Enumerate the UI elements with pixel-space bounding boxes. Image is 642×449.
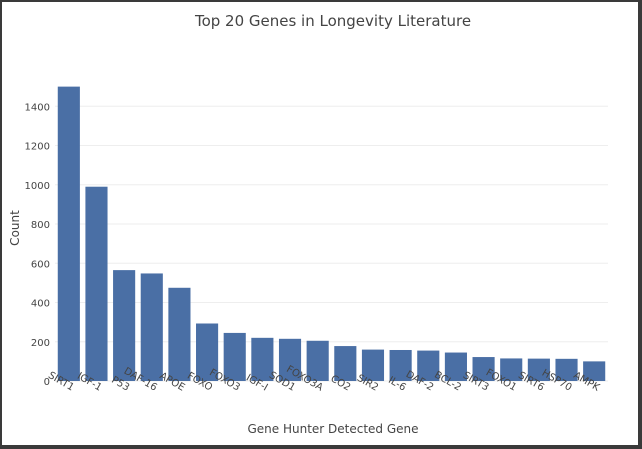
bar-sirt6 — [527, 358, 550, 381]
bar-igf-i — [251, 337, 274, 381]
chart-title: Top 20 Genes in Longevity Literature — [194, 12, 471, 30]
bar-foxo1 — [500, 358, 523, 381]
y-axis-ticks: 0 200 400 600 800 1000 1200 1400 — [25, 102, 50, 388]
bar-p53 — [113, 270, 136, 381]
y-tick-label: 800 — [31, 220, 50, 231]
y-axis-label: Count — [8, 210, 22, 246]
bar-daf-2 — [417, 350, 440, 381]
bar-sod1 — [278, 338, 302, 381]
bar-foxo — [196, 323, 219, 381]
bar-bcl-2 — [444, 352, 467, 381]
y-tick-label: 0 — [44, 377, 50, 388]
bar-sir2 — [361, 349, 385, 381]
chart-frame: Top 20 Genes in Longevity Literature 0 20… — [2, 2, 638, 445]
y-tick-label: 200 — [31, 338, 50, 349]
y-tick-label: 600 — [31, 259, 50, 270]
x-axis-label: Gene Hunter Detected Gene — [247, 422, 418, 436]
grid-lines — [55, 105, 608, 382]
bar-chart: Top 20 Genes in Longevity Literature 0 20… — [8, 12, 608, 436]
bar-daf-16 — [140, 273, 163, 381]
bar-sirt1 — [57, 86, 80, 381]
bar-ampk — [583, 361, 606, 381]
y-tick-label: 1400 — [25, 102, 50, 113]
bar-igf-1 — [85, 186, 108, 381]
bar-sirt3 — [472, 357, 495, 381]
bars — [57, 86, 606, 381]
bar-il-6 — [389, 349, 412, 381]
bar-foxo3a — [306, 340, 329, 381]
y-tick-label: 1200 — [25, 142, 50, 153]
y-tick-label: 400 — [31, 299, 50, 310]
bar-foxo3 — [223, 332, 246, 381]
y-tick-label: 1000 — [25, 181, 50, 192]
bar-hsp70 — [555, 358, 578, 381]
bar-apoe — [168, 287, 191, 381]
bar-co2 — [334, 346, 357, 381]
